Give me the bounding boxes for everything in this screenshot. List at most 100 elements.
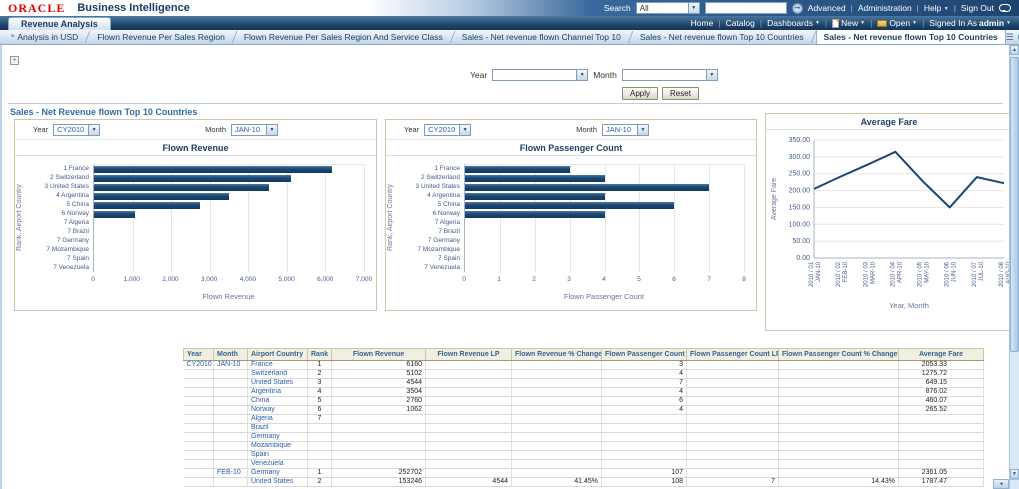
advanced-link[interactable]: Advanced: [807, 3, 846, 13]
bar-6-norway[interactable]: [94, 210, 135, 218]
column-header[interactable]: Flown Revenue: [331, 348, 426, 361]
maximize-panel-icon[interactable]: +: [10, 56, 19, 65]
table-cell: 4544: [425, 477, 512, 487]
country-link[interactable]: Venezuela: [247, 459, 308, 469]
scrollbar-thumb[interactable]: [1010, 57, 1019, 352]
bar-4-argentina[interactable]: [465, 192, 605, 200]
page-options-icon[interactable]: ☰: [1005, 31, 1014, 42]
separator: |: [824, 18, 828, 28]
catalog-link[interactable]: Catalog: [725, 18, 755, 28]
country-link[interactable]: Germany: [247, 432, 308, 442]
bar-1-france[interactable]: [465, 165, 570, 173]
country-link[interactable]: United States: [247, 378, 308, 388]
table-cell: [425, 369, 512, 379]
apply-button[interactable]: Apply: [622, 87, 659, 100]
dashboard-page-tab[interactable]: Sales - Net revenue flown Channel Top 10: [455, 30, 628, 44]
table-cell: [183, 450, 214, 460]
year-prompt-select[interactable]: ▼: [492, 69, 589, 81]
country-link[interactable]: Germany: [247, 468, 308, 478]
dashboards-menu[interactable]: Dashboards ▼: [767, 18, 820, 28]
dashboard-page-tab[interactable]: Flown Revenue Per Sales Region: [90, 30, 232, 44]
country-link[interactable]: Norway: [247, 405, 308, 415]
country-link[interactable]: China: [247, 396, 308, 406]
country-link[interactable]: Algeria: [247, 414, 308, 424]
new-menu[interactable]: New ▼: [832, 18, 865, 28]
column-header[interactable]: Flown Passenger Count LP: [686, 348, 779, 361]
scroll-left-arrow-icon[interactable]: ◄: [993, 479, 1009, 489]
table-cell: [307, 459, 332, 469]
table-cell: 2760: [331, 396, 426, 406]
dashboard-page-tab[interactable]: Flown Revenue Per Sales Region And Servi…: [237, 30, 450, 44]
column-header[interactable]: Average Fare: [898, 348, 984, 361]
administration-link[interactable]: Administration: [857, 3, 912, 13]
bar-5-china[interactable]: [465, 201, 675, 209]
signed-in-menu[interactable]: Signed In As admin ▼: [929, 18, 1011, 28]
gridline: [569, 165, 571, 272]
column-header[interactable]: Flown Revenue LP: [425, 348, 512, 361]
search-input[interactable]: [704, 2, 787, 14]
table-cell: [425, 441, 512, 451]
column-header[interactable]: Year: [183, 348, 214, 361]
country-link[interactable]: United States: [247, 477, 308, 487]
period-link[interactable]: CY2010: [183, 360, 214, 370]
month-prompt-select[interactable]: ▼: [621, 69, 718, 81]
period-link[interactable]: JAN-10: [213, 360, 248, 370]
month-select[interactable]: JAN-10 ▼: [231, 123, 279, 136]
table-row: CY2010 JAN-10 France 1 6160 3 2053.33: [183, 360, 984, 370]
average-fare-line[interactable]: [813, 150, 1005, 209]
bar-1-france[interactable]: [94, 165, 332, 173]
country-link[interactable]: France: [247, 360, 308, 370]
country-link[interactable]: Mozambique: [247, 441, 308, 451]
month-select[interactable]: JAN-10 ▼: [602, 123, 650, 136]
search-scope-select[interactable]: All ▼: [635, 2, 700, 14]
dashboard-tab-revenue-analysis[interactable]: Revenue Analysis: [8, 17, 111, 30]
bar-3-united-states[interactable]: [94, 183, 270, 191]
home-link[interactable]: Home: [690, 18, 714, 28]
scroll-up-arrow-icon[interactable]: ▲: [1010, 45, 1019, 55]
year-select[interactable]: CY2010 ▼: [424, 123, 472, 136]
help-balloon-icon[interactable]: [999, 4, 1011, 12]
bar-4-argentina[interactable]: [94, 192, 230, 200]
country-link[interactable]: Brazil: [247, 423, 308, 433]
column-header[interactable]: Month: [213, 348, 248, 361]
table-cell: [778, 387, 899, 397]
table-cell: [778, 414, 899, 424]
column-header[interactable]: Flown Revenue % Change LP: [511, 348, 602, 361]
column-header[interactable]: Flown Passenger Count: [601, 348, 687, 361]
x-axis-tick-label: 2010 / 07: [972, 261, 978, 287]
bar-3-united-states[interactable]: [465, 183, 710, 191]
year-select[interactable]: CY2010 ▼: [53, 123, 101, 136]
dashboard-page-tab[interactable]: Sales - Net revenue flown Top 10 Countri…: [633, 30, 811, 44]
column-header[interactable]: Airport Country: [247, 348, 308, 361]
help-menu[interactable]: Help ▼: [924, 3, 949, 13]
sign-out-link[interactable]: Sign Out: [960, 3, 994, 13]
table-cell: [686, 414, 779, 424]
column-header[interactable]: Rank: [307, 348, 332, 361]
vertical-scrollbar[interactable]: ▲ ▼: [1009, 45, 1019, 479]
dashboard-page-tab[interactable]: Sales - Net revenue flown Top 10 Countri…: [815, 30, 1006, 44]
bar-2-switzerland[interactable]: [465, 174, 605, 182]
country-link[interactable]: Argentina: [247, 387, 308, 397]
scroll-down-arrow-icon[interactable]: ▼: [1010, 469, 1019, 479]
plot-area: [93, 164, 365, 272]
year-label: Year: [33, 125, 49, 134]
y-axis-category-label: 7 Spain: [66, 255, 89, 262]
table-cell: [898, 432, 984, 442]
table-cell: [778, 405, 899, 415]
table-row: FEB-10 Germany 1 252702 107 2361.05: [183, 468, 984, 478]
table-row: Brazil: [183, 423, 984, 433]
country-link[interactable]: Spain: [247, 450, 308, 460]
search-go-icon[interactable]: ➞: [791, 2, 803, 14]
open-menu[interactable]: Open ▼: [877, 18, 917, 28]
country-link[interactable]: Switzerland: [247, 369, 308, 379]
dashboard-page-tab[interactable]: * Analysis in USD: [4, 30, 85, 44]
bar-chart: Rank, Airport Country 1 France 2 Switzerl…: [15, 156, 376, 306]
column-header[interactable]: Flown Passenger Count % Change LP: [778, 348, 899, 361]
bar-2-switzerland[interactable]: [94, 174, 291, 182]
period-link[interactable]: FEB-10: [213, 468, 248, 478]
reset-button[interactable]: Reset: [662, 87, 699, 100]
help-icon[interactable]: ?: [1017, 32, 1019, 42]
signed-in-label: Signed In As: [929, 18, 978, 28]
bar-6-norway[interactable]: [465, 210, 605, 218]
bar-5-china[interactable]: [94, 201, 201, 209]
